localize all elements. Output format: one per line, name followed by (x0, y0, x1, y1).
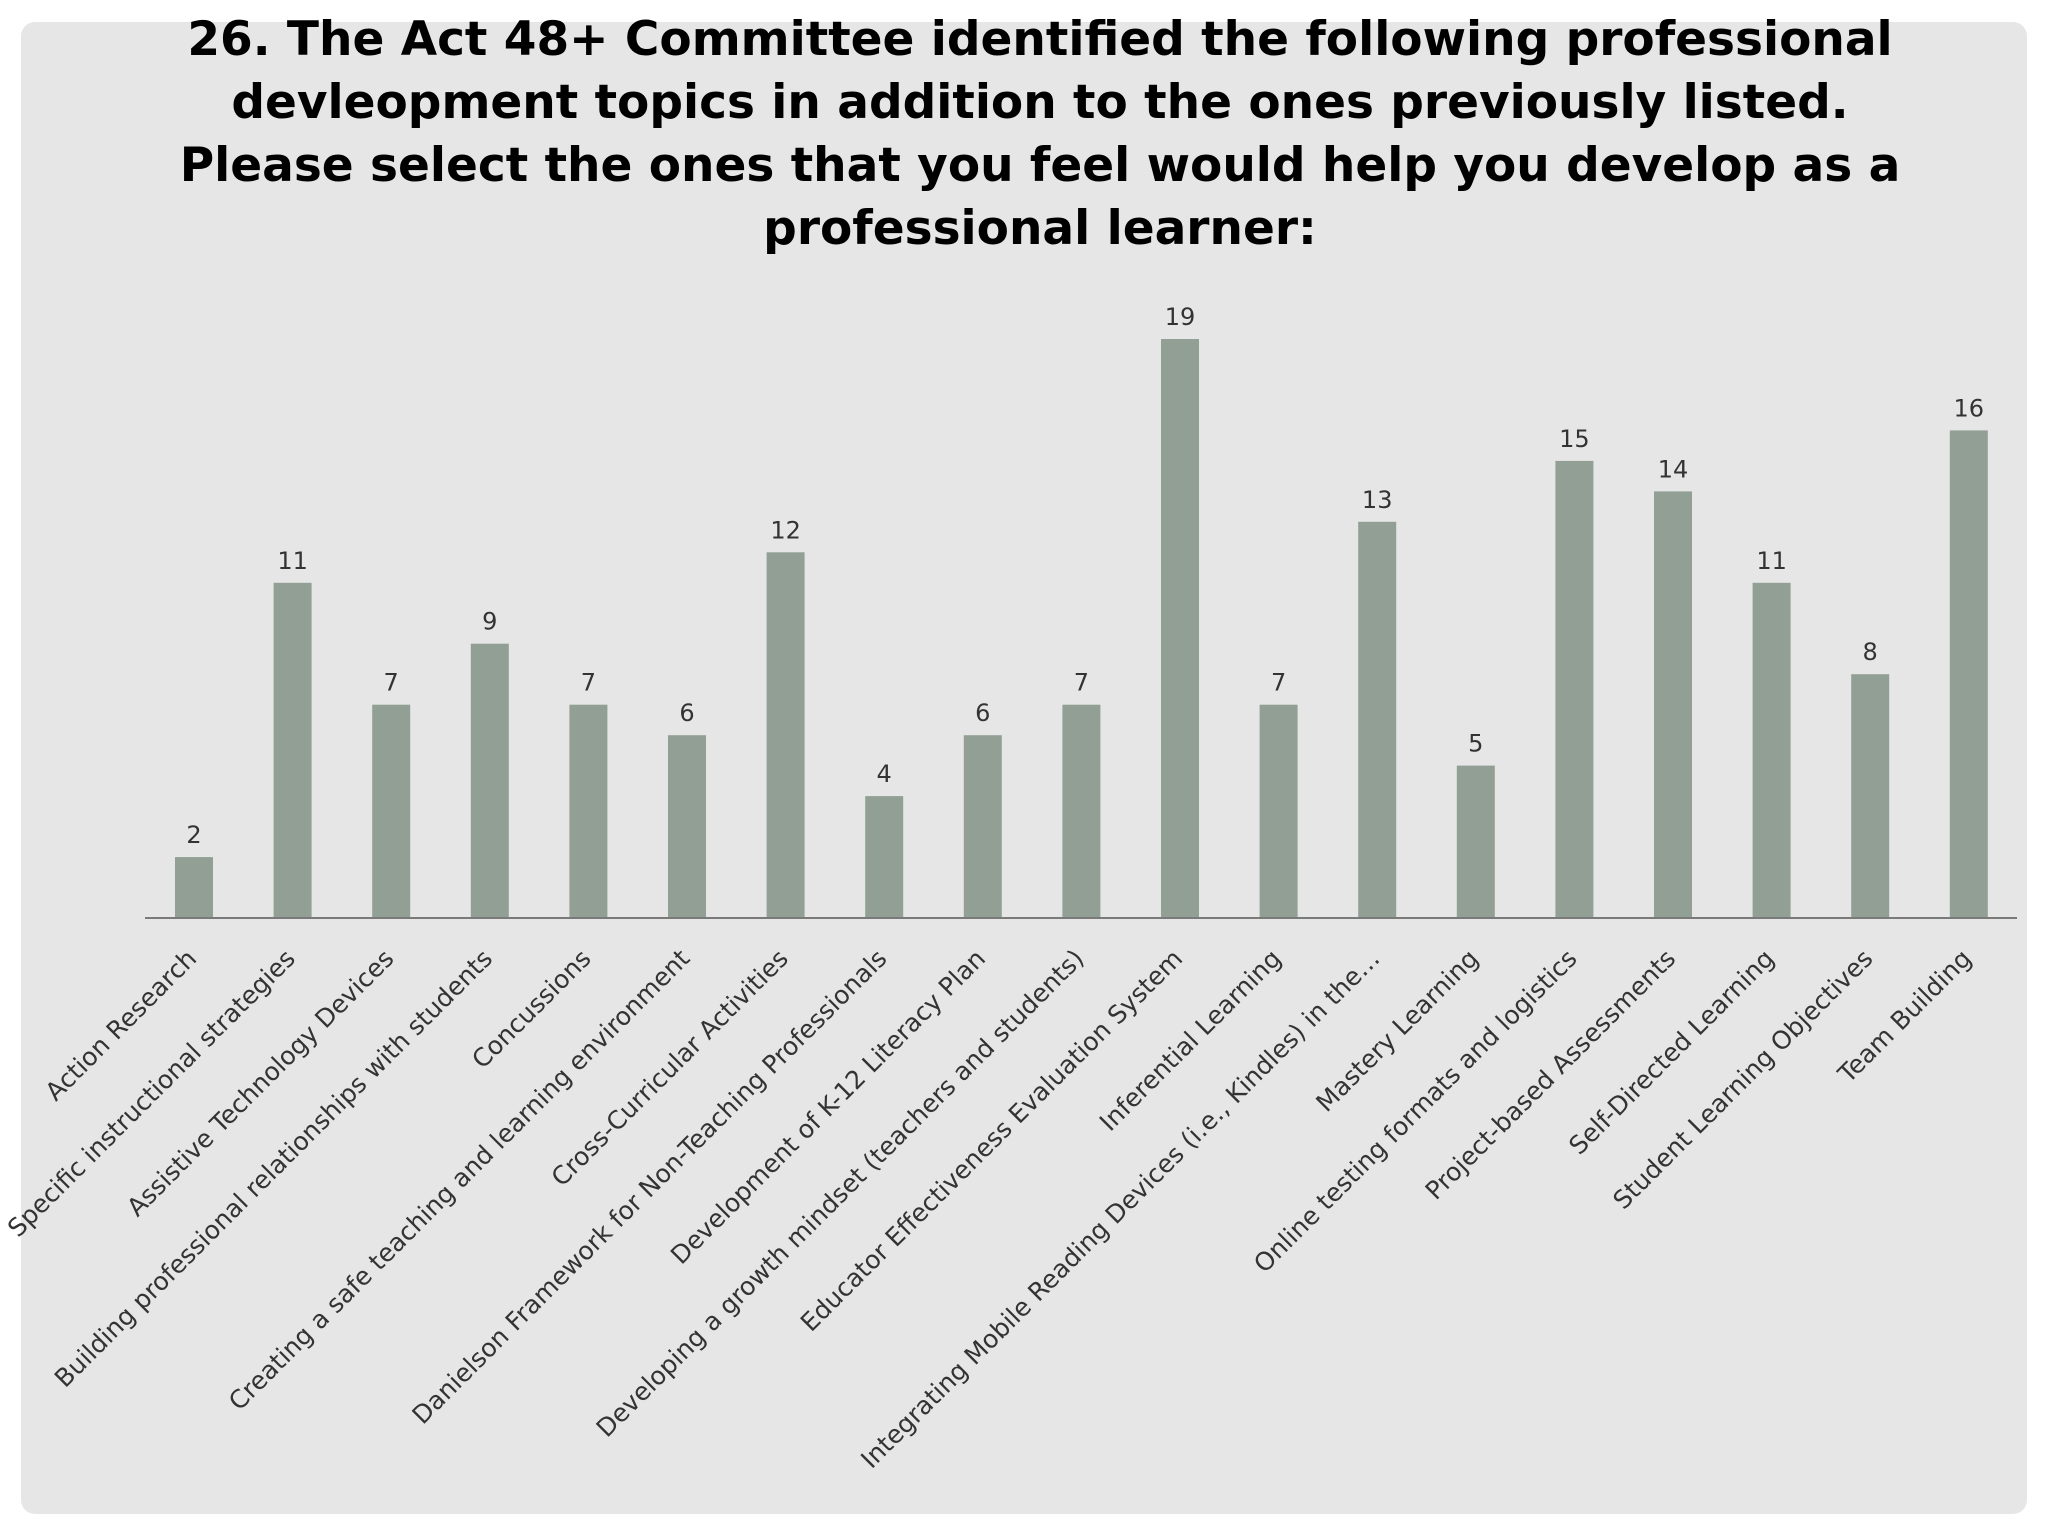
title-line-3: Please select the ones that you feel wou… (179, 138, 1901, 193)
category-label: Creating a safe teaching and learning en… (223, 944, 695, 1416)
data-label: 9 (482, 608, 497, 636)
data-label: 11 (277, 547, 308, 575)
bar (668, 735, 706, 918)
bar (1555, 460, 1594, 918)
category-label: Developing a growth mindset (teachers an… (591, 944, 1090, 1443)
bar (1851, 674, 1890, 918)
chart-title: 26. The Act 48+ Committee identified the… (120, 8, 1960, 260)
bar (865, 796, 904, 918)
bar (963, 735, 1002, 918)
bar (1456, 765, 1495, 918)
bar (1358, 521, 1397, 918)
data-label: 13 (1362, 486, 1393, 514)
bar (1259, 704, 1298, 918)
data-label: 6 (975, 699, 990, 727)
data-label: 11 (1756, 547, 1787, 575)
data-label: 8 (1863, 638, 1878, 666)
data-label: 7 (1074, 669, 1089, 697)
bars-group (175, 339, 1988, 918)
bar (1949, 430, 1988, 918)
bar (1062, 704, 1101, 918)
data-label: 14 (1658, 455, 1689, 483)
data-label: 6 (679, 699, 694, 727)
bar (372, 704, 411, 918)
data-label: 7 (581, 669, 596, 697)
data-label: 19 (1165, 303, 1196, 331)
bar (569, 704, 608, 918)
category-label: Inferential Learning (1094, 944, 1287, 1137)
title-line-1: 26. The Act 48+ Committee identified the… (187, 12, 1893, 67)
title-line-2: devleopment topics in addition to the on… (231, 75, 1849, 130)
data-label: 4 (877, 760, 892, 788)
data-label: 5 (1468, 730, 1483, 758)
data-label: 16 (1954, 394, 1985, 422)
bar (273, 582, 312, 918)
data-label: 7 (384, 669, 399, 697)
category-label: Danielson Framework for Non-Teaching Pro… (407, 944, 893, 1430)
category-label: Self-Directed Learning (1563, 944, 1780, 1161)
bar (1161, 339, 1199, 918)
bar (175, 857, 213, 918)
category-label: Mastery Learning (1310, 944, 1484, 1118)
slide-background (21, 22, 2027, 1514)
data-label: 15 (1559, 425, 1590, 453)
value-labels-group: 2 11 7 9 7 6 12 4 6 7 19 7 13 5 15 14 11 8 16 (186, 303, 1984, 849)
bar (1752, 582, 1791, 918)
data-label: 12 (770, 516, 801, 544)
title-line-4: professional learner: (763, 201, 1317, 256)
data-label: 2 (186, 821, 201, 849)
data-label: 7 (1271, 669, 1286, 697)
bar (766, 552, 805, 918)
bar (470, 643, 509, 918)
bar (1654, 491, 1692, 918)
